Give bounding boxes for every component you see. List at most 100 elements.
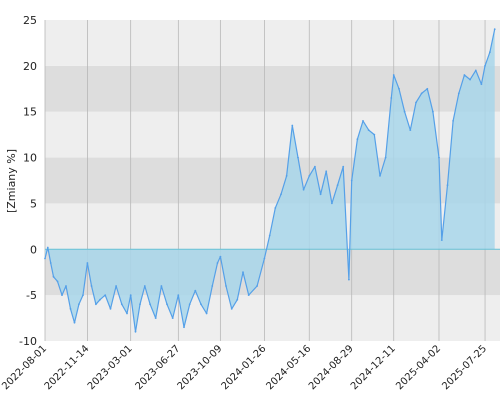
grid-band <box>45 20 500 66</box>
y-tick-label: 5 <box>30 197 37 210</box>
data-point <box>65 285 67 287</box>
data-point <box>120 303 123 306</box>
data-point <box>188 303 191 306</box>
data-point <box>331 202 333 205</box>
series-layer <box>44 28 500 333</box>
data-point <box>319 193 322 196</box>
data-point <box>154 317 157 319</box>
data-point <box>474 69 477 72</box>
grid-band <box>45 295 500 341</box>
y-tick-label: -5 <box>26 289 37 302</box>
data-point <box>205 312 208 315</box>
data-point <box>166 303 168 306</box>
data-point <box>95 303 97 306</box>
x-tick-labels: 2022-08-012022-11-142023-03-012023-06-27… <box>0 343 489 392</box>
data-point <box>285 175 288 177</box>
data-point <box>177 294 180 296</box>
data-point <box>149 303 152 306</box>
data-point <box>356 138 359 141</box>
data-point <box>73 321 76 324</box>
data-point <box>126 312 128 315</box>
data-point <box>420 92 423 95</box>
data-point <box>463 74 466 76</box>
data-point <box>90 285 93 287</box>
data-point <box>109 308 112 310</box>
data-point <box>469 78 471 81</box>
data-point <box>78 303 80 306</box>
data-point <box>61 294 63 296</box>
y-tick-label: 15 <box>23 106 37 119</box>
data-point <box>263 257 266 260</box>
data-point <box>134 330 137 333</box>
data-point <box>452 120 454 122</box>
data-point <box>373 133 376 136</box>
data-point <box>44 257 46 260</box>
data-point <box>446 184 449 187</box>
data-point <box>280 193 282 196</box>
x-tick-label: 2025-07-25 <box>440 343 489 392</box>
series-area-fill <box>45 29 495 332</box>
data-point <box>216 262 219 264</box>
data-point <box>49 262 52 264</box>
data-point <box>398 87 400 90</box>
data-point <box>268 234 271 237</box>
data-point <box>484 65 486 67</box>
x-tick-label: 2024-12-11 <box>349 343 398 392</box>
data-point <box>219 255 222 258</box>
data-point <box>242 271 244 274</box>
data-point <box>274 207 277 209</box>
data-point <box>82 294 84 296</box>
data-point <box>143 285 146 287</box>
y-tick-label: 0 <box>30 243 37 256</box>
data-point <box>457 92 460 95</box>
data-point <box>342 165 345 168</box>
data-point <box>225 285 227 287</box>
data-point <box>379 175 381 177</box>
data-point <box>104 294 107 296</box>
data-point <box>115 285 117 287</box>
data-point <box>194 289 197 292</box>
data-point <box>432 110 434 113</box>
data-point <box>160 285 163 287</box>
data-point <box>302 188 305 191</box>
data-point <box>480 83 483 86</box>
data-point <box>129 294 132 296</box>
data-point <box>99 298 101 301</box>
data-point <box>86 262 89 264</box>
data-point <box>367 129 370 132</box>
data-point <box>139 303 141 306</box>
y-tick-label: 10 <box>23 152 37 165</box>
data-point <box>336 184 339 187</box>
series-line <box>44 29 496 333</box>
data-point <box>236 298 239 301</box>
data-point <box>348 278 350 281</box>
y-axis-label: [Zmiany %] <box>5 149 18 213</box>
data-point <box>52 275 55 278</box>
data-point <box>392 74 395 76</box>
y-tick-label: 20 <box>23 60 37 73</box>
data-point <box>200 303 202 306</box>
data-point <box>308 175 311 177</box>
data-point <box>247 294 250 296</box>
data-point <box>438 156 440 159</box>
x-tick-label: 2023-10-09 <box>176 343 225 392</box>
y-tick-label: -10 <box>19 335 37 348</box>
data-point <box>403 110 406 113</box>
data-point <box>230 308 233 310</box>
x-tick-label: 2023-03-01 <box>86 343 135 392</box>
x-tick-label: 2024-01-26 <box>220 343 269 392</box>
data-point <box>211 285 214 287</box>
data-point <box>440 239 443 242</box>
data-point <box>256 285 258 287</box>
data-point <box>69 308 72 310</box>
data-point <box>46 246 49 249</box>
data-point <box>362 120 364 122</box>
y-tick-label: 25 <box>23 14 37 27</box>
data-point <box>493 28 496 31</box>
data-point <box>314 165 316 168</box>
data-point <box>171 317 174 319</box>
data-point <box>350 179 353 182</box>
data-point <box>297 156 299 159</box>
